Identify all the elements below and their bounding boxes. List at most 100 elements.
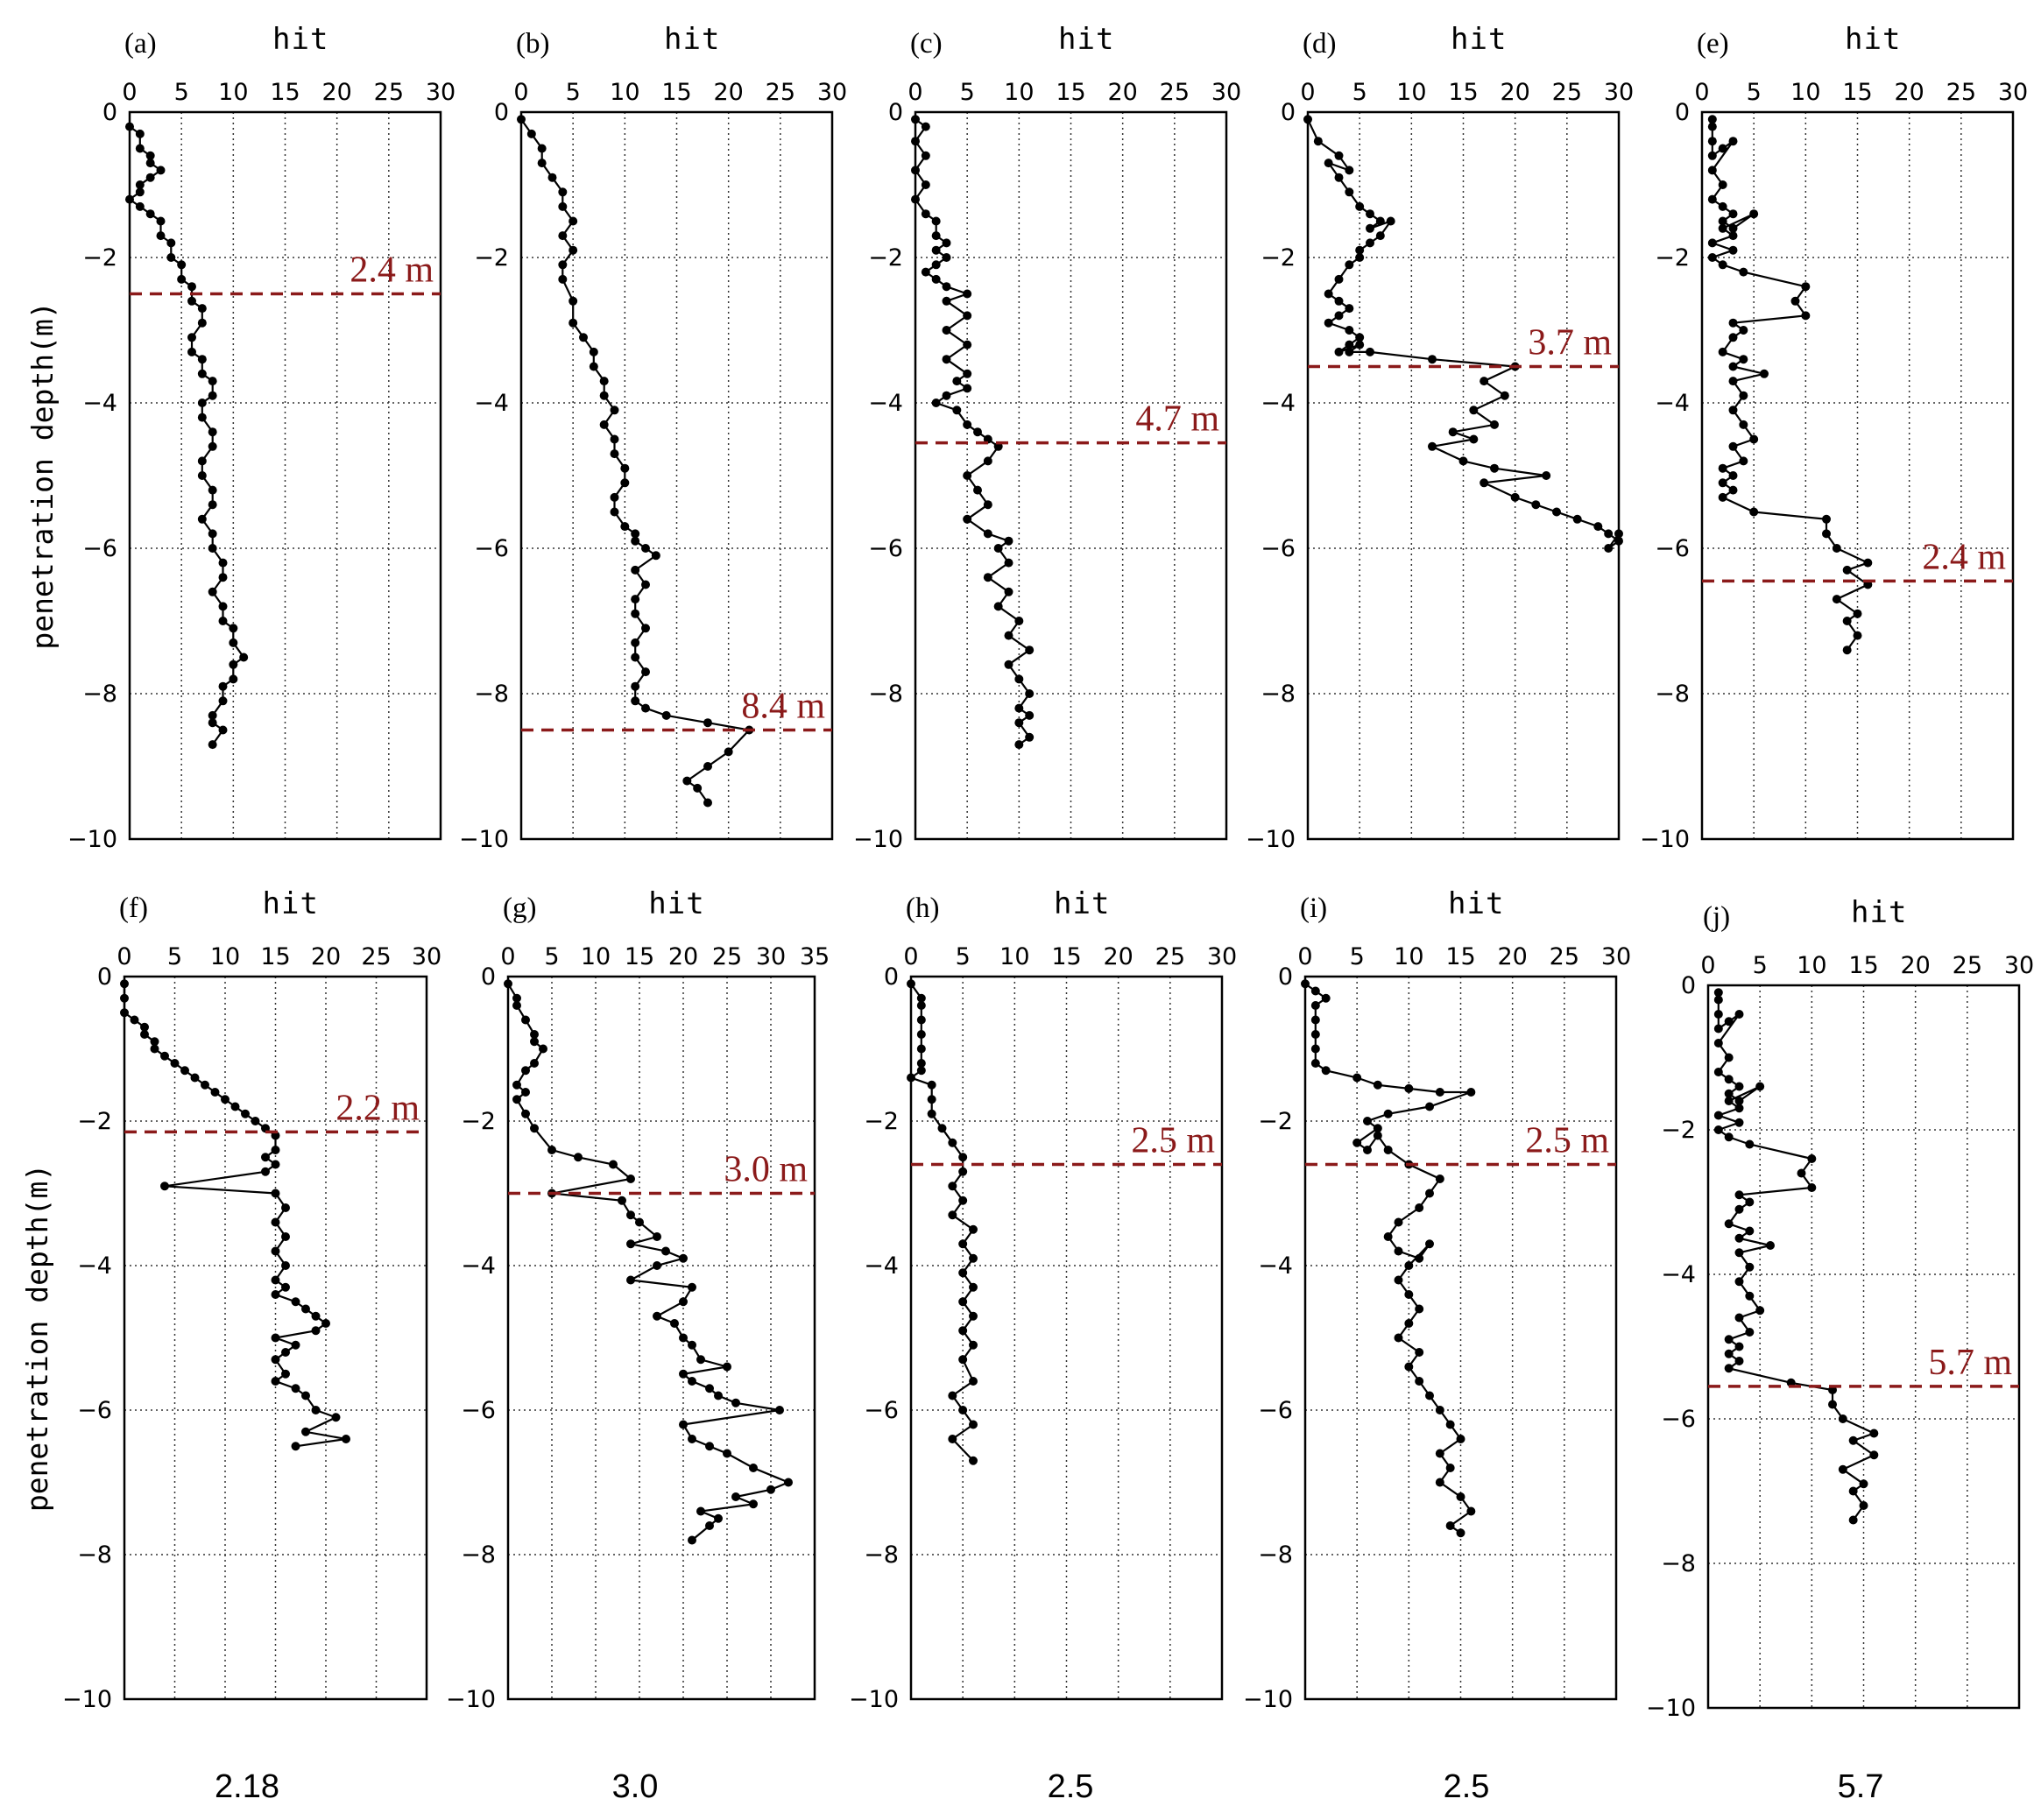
data-point: [1822, 529, 1831, 539]
data-point: [197, 318, 207, 328]
data-point: [281, 1261, 290, 1270]
data-point: [197, 471, 207, 480]
x-tick-label: 0: [903, 943, 918, 970]
data-point: [958, 1196, 968, 1205]
data-point: [973, 427, 982, 437]
data-point: [958, 1406, 968, 1414]
data-point: [641, 624, 650, 633]
data-point: [1352, 1073, 1362, 1083]
x-tick-label: 0: [1297, 943, 1312, 970]
data-point: [512, 1001, 521, 1010]
data-point: [1458, 456, 1468, 466]
x-tick-label: 10: [210, 943, 240, 970]
data-point: [1004, 536, 1013, 546]
data-point: [1739, 420, 1748, 429]
data-point: [1435, 1478, 1444, 1487]
data-point: [1724, 1132, 1734, 1142]
data-point: [1500, 391, 1509, 400]
data-point: [682, 776, 692, 786]
x-tick-label: 5: [544, 943, 559, 970]
data-point: [916, 1015, 926, 1025]
x-axis-label: hit: [664, 22, 720, 57]
data-point: [784, 1478, 793, 1487]
data-point: [958, 1239, 968, 1249]
data-point: [911, 166, 920, 175]
y-tick-label: −4: [1258, 1252, 1293, 1280]
y-tick-label: −8: [1261, 681, 1296, 708]
plot-frame: [909, 975, 1224, 1701]
data-point: [311, 1326, 321, 1336]
data-point: [927, 1080, 936, 1090]
x-axis-label: hit: [272, 22, 328, 57]
data-point: [1324, 318, 1333, 328]
data-point: [229, 624, 238, 633]
plot-frame: [1706, 984, 2021, 1710]
data-point: [921, 122, 930, 131]
data-point: [641, 580, 650, 589]
bottom-value: 5.7: [1838, 1768, 1884, 1805]
data-point: [1707, 115, 1717, 124]
data-point: [1310, 1001, 1320, 1010]
y-tick-label: −10: [459, 826, 509, 853]
x-tick-label: 15: [260, 943, 290, 970]
data-point: [558, 231, 568, 241]
data-point: [539, 1044, 547, 1054]
x-tick-label: 5: [174, 79, 189, 106]
data-point: [599, 420, 609, 429]
data-point: [241, 1109, 250, 1118]
data-point: [1614, 529, 1623, 539]
series-line: [507, 983, 791, 1541]
data-point: [942, 391, 951, 400]
threshold-label: 3.7 m: [1528, 323, 1612, 363]
data-point: [1838, 1414, 1847, 1423]
data-point: [512, 993, 521, 1003]
data-point: [1728, 318, 1738, 328]
x-tick-label: 0: [1694, 79, 1709, 106]
data-point: [135, 144, 145, 153]
data-point: [1734, 1204, 1744, 1214]
data-point: [927, 1095, 936, 1104]
data-point: [1728, 245, 1738, 255]
panel-j: 0 5 10 15 20 25 30 0 −2 −4 −6 −8 −10 (j) hit 5.7 m: [1646, 895, 2034, 1722]
series-line: [123, 984, 347, 1448]
data-point: [631, 536, 640, 546]
data-point: [921, 267, 930, 277]
data-point: [1739, 391, 1748, 400]
data-point: [218, 602, 228, 611]
y-tick-label: 0: [884, 963, 899, 991]
data-point: [766, 1485, 775, 1494]
data-point: [208, 740, 217, 750]
data-point: [1842, 565, 1852, 575]
data-point: [197, 399, 207, 407]
data-point: [775, 1406, 784, 1414]
data-point: [1572, 514, 1582, 524]
data-point: [140, 1022, 149, 1032]
y-axis-label: penetration depth(m): [20, 1164, 54, 1512]
data-point: [229, 674, 238, 684]
x-axis-label: hit: [1451, 22, 1507, 57]
data-point: [670, 1319, 679, 1328]
panel-label: (c): [910, 28, 943, 60]
data-point: [1728, 485, 1738, 495]
data-point: [723, 1362, 731, 1372]
data-point: [688, 1435, 696, 1443]
data-point: [1749, 209, 1759, 219]
series-line: [1304, 983, 1472, 1534]
data-point: [197, 514, 207, 524]
data-point: [641, 703, 650, 713]
y-tick-label: −10: [67, 826, 117, 853]
data-point: [558, 260, 568, 270]
data-point: [1734, 1097, 1744, 1105]
data-point: [1366, 347, 1374, 356]
data-point: [1718, 144, 1727, 153]
data-point: [1859, 1501, 1868, 1510]
data-point: [271, 1377, 280, 1386]
x-tick-label: 30: [426, 79, 456, 106]
y-tick-label: −8: [1258, 1541, 1293, 1569]
data-point: [1734, 1233, 1744, 1243]
plot-frame: [1700, 110, 2015, 841]
data-point: [1707, 238, 1717, 248]
data-point: [1394, 1333, 1403, 1343]
x-tick-label: 5: [1350, 943, 1365, 970]
data-point: [714, 1391, 723, 1400]
